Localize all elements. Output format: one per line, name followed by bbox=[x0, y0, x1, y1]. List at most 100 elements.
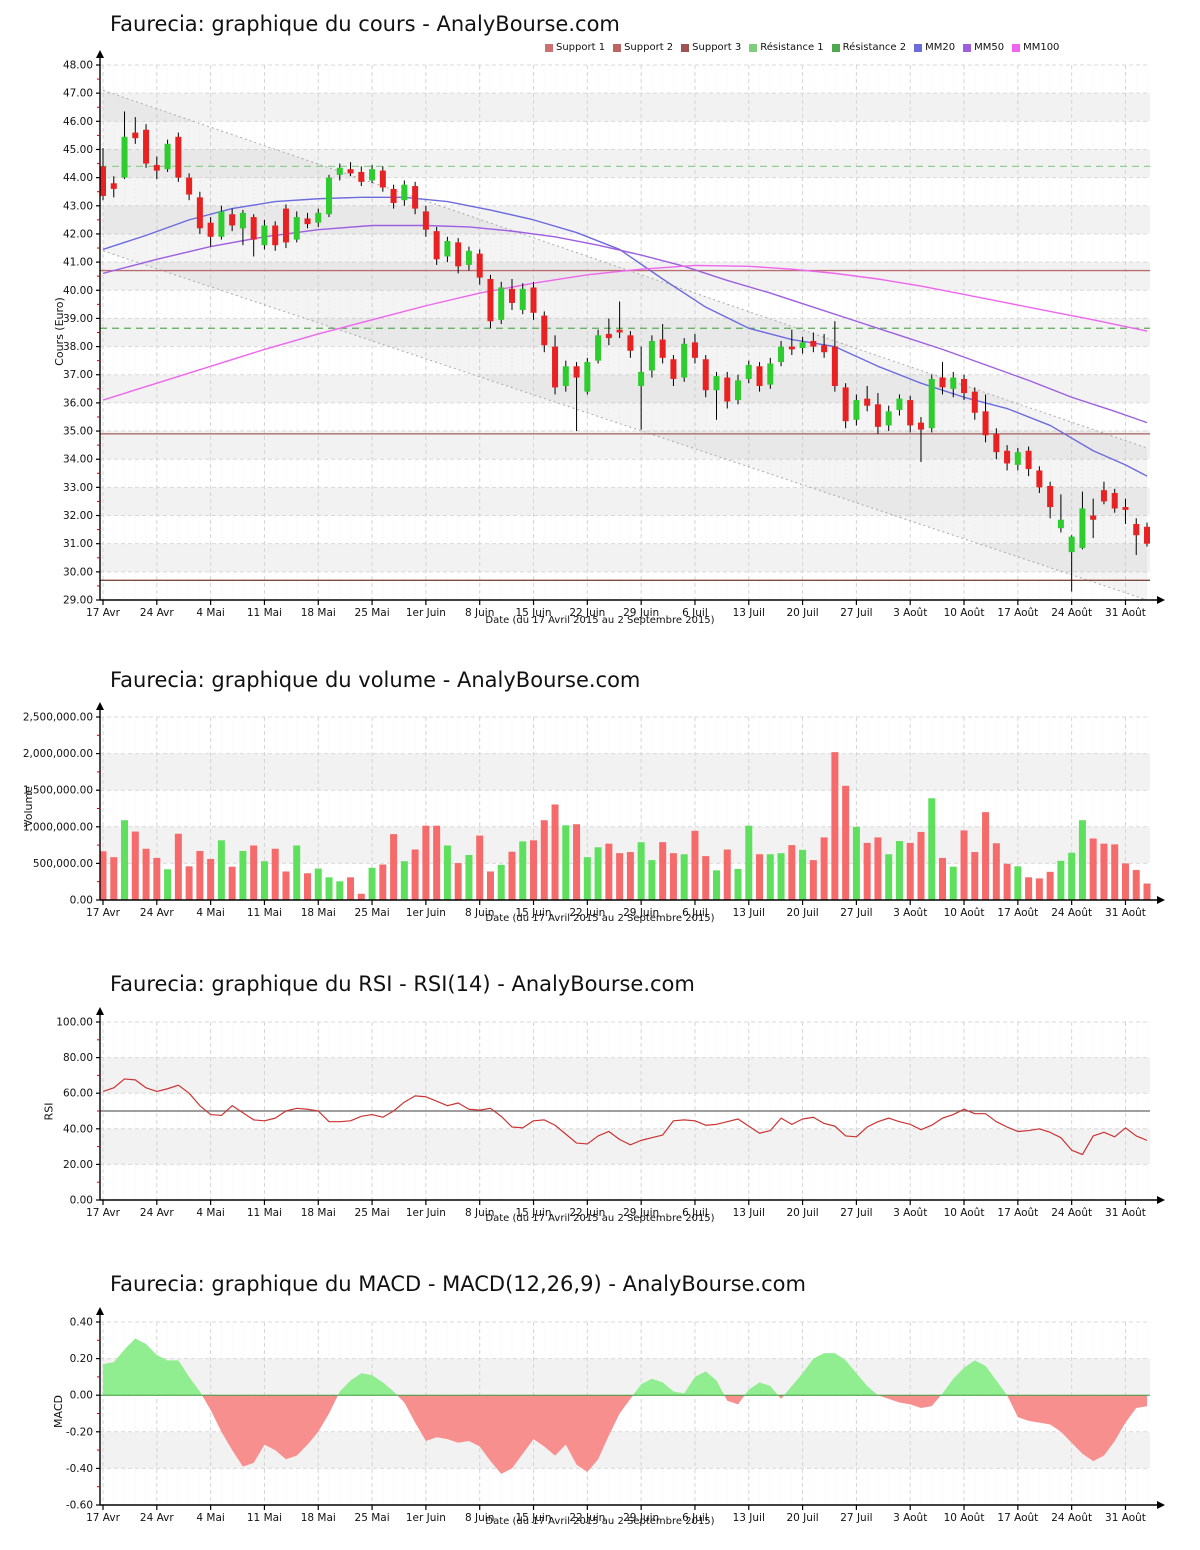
candle-body bbox=[326, 177, 333, 215]
candle-body bbox=[282, 208, 289, 243]
volume-x-tick-label: 6 Juil bbox=[682, 907, 708, 919]
volume-bar bbox=[1121, 863, 1129, 900]
price-y-tick-label: 46.00 bbox=[63, 116, 93, 128]
volume-bar bbox=[616, 853, 624, 900]
volume-bar bbox=[788, 845, 796, 900]
price-x-tick-label: 10 Août bbox=[944, 607, 985, 619]
macd-x-tick-label: 17 Avr bbox=[86, 1512, 120, 1524]
legend-label: Résistance 2 bbox=[842, 42, 907, 53]
volume-bar bbox=[960, 830, 968, 900]
volume-bar bbox=[260, 861, 268, 900]
volume-bar bbox=[874, 837, 882, 900]
legend-swatch-icon bbox=[1012, 43, 1021, 52]
candle-body bbox=[799, 342, 806, 348]
price-y-tick-label: 36.00 bbox=[63, 397, 93, 409]
candle-body bbox=[304, 218, 311, 225]
price-y-tick-label: 33.00 bbox=[63, 482, 93, 494]
candle-body bbox=[659, 339, 666, 358]
macd-x-tick-label: 27 Juil bbox=[840, 1512, 872, 1524]
price-y-tick-label: 45.00 bbox=[63, 144, 93, 156]
price-y-tick-label: 31.00 bbox=[63, 538, 93, 550]
price-y-tick-label: 44.00 bbox=[63, 172, 93, 184]
macd-y-tick-label: 0.20 bbox=[70, 1353, 93, 1365]
candle-body bbox=[1004, 450, 1011, 464]
candle-body bbox=[1047, 485, 1054, 508]
price-y-tick-label: 38.00 bbox=[63, 341, 93, 353]
legend-swatch-icon bbox=[914, 43, 923, 52]
volume-x-tick-label: 15 Juin bbox=[515, 907, 551, 919]
volume-bar bbox=[637, 842, 645, 900]
volume-x-tick-label: 22 Juin bbox=[569, 907, 605, 919]
volume-bar bbox=[357, 893, 365, 900]
candle-body bbox=[315, 212, 322, 223]
volume-x-tick-label: 20 Juil bbox=[786, 907, 818, 919]
macd-y-tick-label: -0.60 bbox=[66, 1500, 93, 1512]
volume-bar bbox=[228, 866, 236, 900]
legend-item: Support 2 bbox=[613, 42, 673, 53]
volume-bar bbox=[895, 841, 903, 900]
volume-y-tick-label: 1,500,000.00 bbox=[23, 785, 93, 797]
candle-body bbox=[229, 214, 236, 226]
volume-x-tick-label: 17 Avr bbox=[86, 907, 120, 919]
macd-x-tick-label: 31 Août bbox=[1105, 1512, 1146, 1524]
macd-x-tick-label: 3 Août bbox=[893, 1512, 927, 1524]
volume-bar bbox=[562, 825, 570, 900]
macd-y-tick-label: -0.20 bbox=[66, 1426, 93, 1438]
volume-bar bbox=[1014, 866, 1022, 900]
legend-item: Résistance 1 bbox=[749, 42, 824, 53]
volume-bar bbox=[1025, 877, 1033, 900]
price-x-tick-label: 15 Juin bbox=[515, 607, 551, 619]
volume-bar bbox=[486, 871, 494, 900]
volume-bar bbox=[982, 812, 990, 900]
volume-bar bbox=[454, 863, 462, 900]
candle-body bbox=[1122, 507, 1129, 510]
candle-body bbox=[648, 340, 655, 371]
volume-y-tick-label: 2,000,000.00 bbox=[23, 748, 93, 760]
candle-body bbox=[175, 136, 182, 178]
volume-bar bbox=[605, 843, 613, 900]
legend-item: Support 1 bbox=[545, 42, 605, 53]
rsi-x-tick-label: 22 Juin bbox=[569, 1207, 605, 1219]
volume-plot-stripe bbox=[100, 753, 1150, 791]
price-x-tick-label: 17 Août bbox=[997, 607, 1038, 619]
volume-bar bbox=[217, 840, 225, 900]
volume-x-tick-label: 13 Juil bbox=[733, 907, 765, 919]
candle-body bbox=[853, 400, 860, 420]
candle-body bbox=[595, 335, 602, 361]
price-x-arrow-icon bbox=[1157, 596, 1165, 604]
channel-lower-line bbox=[102, 250, 1148, 601]
legend-item: Support 3 bbox=[681, 42, 741, 53]
candle-body bbox=[1133, 523, 1140, 536]
volume-bar bbox=[1111, 844, 1119, 900]
volume-x-tick-label: 1er Juin bbox=[406, 907, 446, 919]
volume-bar bbox=[1078, 820, 1086, 900]
candle-body bbox=[971, 391, 978, 413]
candle-body bbox=[110, 183, 117, 189]
volume-x-tick-label: 4 Mai bbox=[196, 907, 224, 919]
volume-bar bbox=[422, 825, 430, 900]
volume-bar bbox=[164, 869, 172, 900]
volume-bar bbox=[497, 864, 505, 900]
macd-x-tick-label: 20 Juil bbox=[786, 1512, 818, 1524]
rsi-x-tick-label: 6 Juil bbox=[682, 1207, 708, 1219]
volume-bar bbox=[174, 833, 182, 900]
volume-bar bbox=[1046, 871, 1054, 900]
volume-bar bbox=[530, 840, 538, 900]
volume-bar bbox=[293, 845, 301, 900]
volume-bar bbox=[207, 859, 215, 900]
rsi-x-tick-label: 24 Août bbox=[1051, 1207, 1092, 1219]
candle-body bbox=[379, 170, 386, 188]
legend-item: MM50 bbox=[963, 42, 1004, 53]
volume-bar bbox=[540, 820, 548, 900]
legend-swatch-icon bbox=[831, 43, 840, 52]
macd-x-tick-label: 18 Mai bbox=[301, 1512, 336, 1524]
rsi-y-tick-label: 0.00 bbox=[70, 1195, 93, 1207]
rsi-x-tick-label: 3 Août bbox=[893, 1207, 927, 1219]
volume-bar bbox=[745, 825, 753, 900]
candle-body bbox=[508, 288, 515, 303]
mm100-line bbox=[102, 264, 1148, 401]
volume-bar bbox=[519, 841, 527, 900]
rsi-chart-title: Faurecia: graphique du RSI - RSI(14) - A… bbox=[110, 972, 695, 996]
volume-bar bbox=[809, 860, 817, 900]
price-y-arrow-icon bbox=[96, 50, 104, 58]
